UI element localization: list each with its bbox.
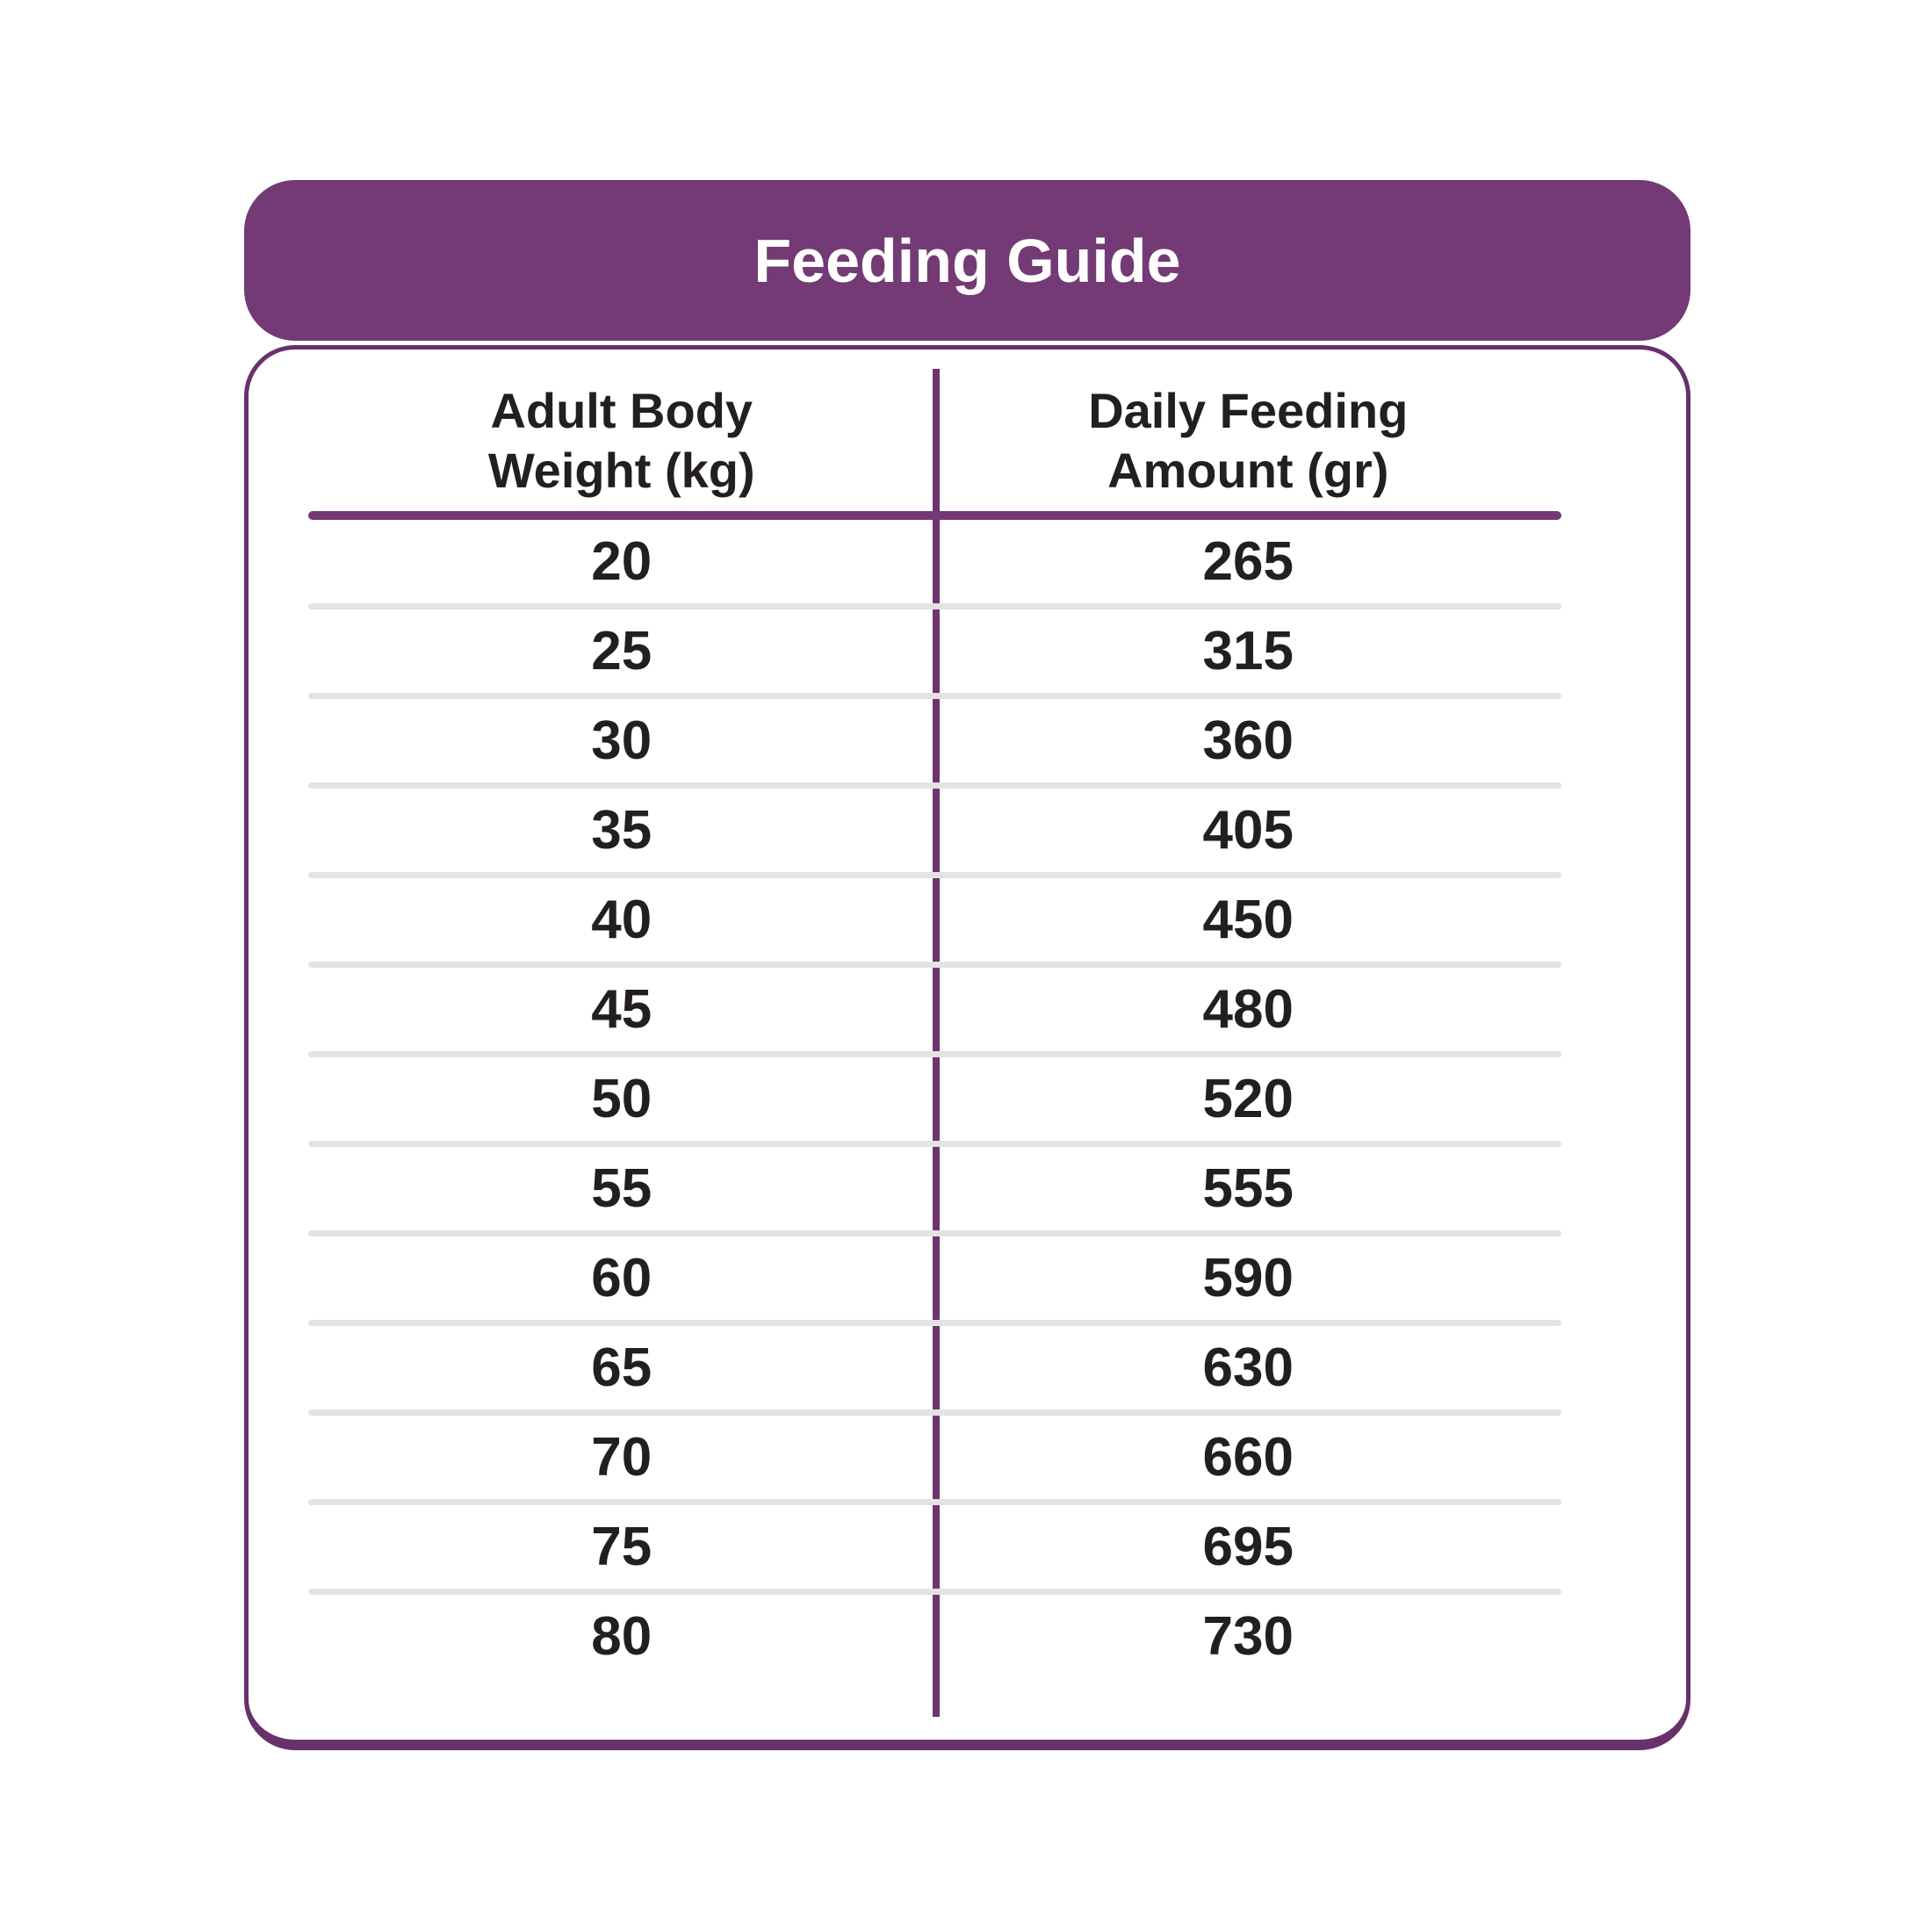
- row-separator: [308, 1499, 1561, 1505]
- table-header-row: Adult Body Weight (kg) Daily Feeding Amo…: [308, 350, 1561, 501]
- weight-cell: 50: [591, 1069, 652, 1129]
- table-row: 35 405: [308, 789, 1561, 872]
- weight-cell: 65: [591, 1337, 652, 1398]
- weight-cell: 25: [591, 621, 652, 681]
- table-row: 25 315: [308, 609, 1561, 693]
- row-separator: [308, 1320, 1561, 1326]
- page-title: Feeding Guide: [753, 226, 1181, 295]
- amount-cell: 590: [1202, 1248, 1294, 1308]
- amount-cell: 555: [1202, 1158, 1294, 1219]
- feeding-guide-table: Adult Body Weight (kg) Daily Feeding Amo…: [244, 345, 1690, 1750]
- column-header-amount: Daily Feeding Amount (gr): [935, 381, 1562, 501]
- weight-cell: 40: [591, 890, 652, 950]
- column-divider-line: [933, 369, 940, 1717]
- weight-cell: 35: [591, 800, 652, 861]
- table-row: 20 265: [308, 520, 1561, 603]
- column-header-weight-line1: Adult Body: [490, 383, 753, 438]
- amount-cell: 360: [1202, 710, 1294, 771]
- table-row: 30 360: [308, 699, 1561, 782]
- feeding-guide-title-bar: Feeding Guide: [244, 180, 1690, 341]
- row-separator: [308, 693, 1561, 699]
- table-body: 20 265 25 315 30 360 35 405 40 450 45 48…: [308, 520, 1561, 1678]
- table-row: 45 480: [308, 968, 1561, 1051]
- table-row: 60 590: [308, 1236, 1561, 1320]
- amount-cell: 695: [1202, 1517, 1294, 1577]
- row-separator: [308, 603, 1561, 609]
- weight-cell: 80: [591, 1606, 652, 1667]
- row-separator: [308, 1141, 1561, 1147]
- row-separator: [308, 782, 1561, 789]
- table-content: Adult Body Weight (kg) Daily Feeding Amo…: [308, 350, 1561, 1678]
- amount-cell: 520: [1202, 1069, 1294, 1129]
- weight-cell: 70: [591, 1427, 652, 1488]
- table-row: 80 730: [308, 1595, 1561, 1678]
- amount-cell: 315: [1202, 621, 1294, 681]
- table-row: 55 555: [308, 1147, 1561, 1230]
- table-row: 70 660: [308, 1416, 1561, 1499]
- amount-cell: 730: [1202, 1606, 1294, 1667]
- weight-cell: 60: [591, 1248, 652, 1308]
- column-header-weight-line2: Weight (kg): [487, 443, 755, 498]
- amount-cell: 405: [1202, 800, 1294, 861]
- row-separator: [308, 962, 1561, 968]
- amount-cell: 450: [1202, 890, 1294, 950]
- weight-cell: 30: [591, 710, 652, 771]
- row-separator: [308, 1051, 1561, 1057]
- weight-cell: 20: [591, 531, 652, 592]
- weight-cell: 55: [591, 1158, 652, 1219]
- weight-cell: 75: [591, 1517, 652, 1577]
- table-row: 40 450: [308, 878, 1561, 962]
- column-header-amount-line2: Amount (gr): [1107, 443, 1389, 498]
- column-header-amount-line1: Daily Feeding: [1088, 383, 1409, 438]
- weight-cell: 45: [591, 979, 652, 1040]
- amount-cell: 630: [1202, 1337, 1294, 1398]
- amount-cell: 480: [1202, 979, 1294, 1040]
- column-header-weight: Adult Body Weight (kg): [308, 381, 935, 501]
- row-separator: [308, 1589, 1561, 1595]
- table-row: 65 630: [308, 1326, 1561, 1409]
- row-separator: [308, 1230, 1561, 1236]
- row-separator: [308, 1409, 1561, 1416]
- table-row: 75 695: [308, 1505, 1561, 1589]
- header-underline: [308, 511, 1561, 520]
- row-separator: [308, 872, 1561, 878]
- table-row: 50 520: [308, 1057, 1561, 1141]
- amount-cell: 265: [1202, 531, 1294, 592]
- amount-cell: 660: [1202, 1427, 1294, 1488]
